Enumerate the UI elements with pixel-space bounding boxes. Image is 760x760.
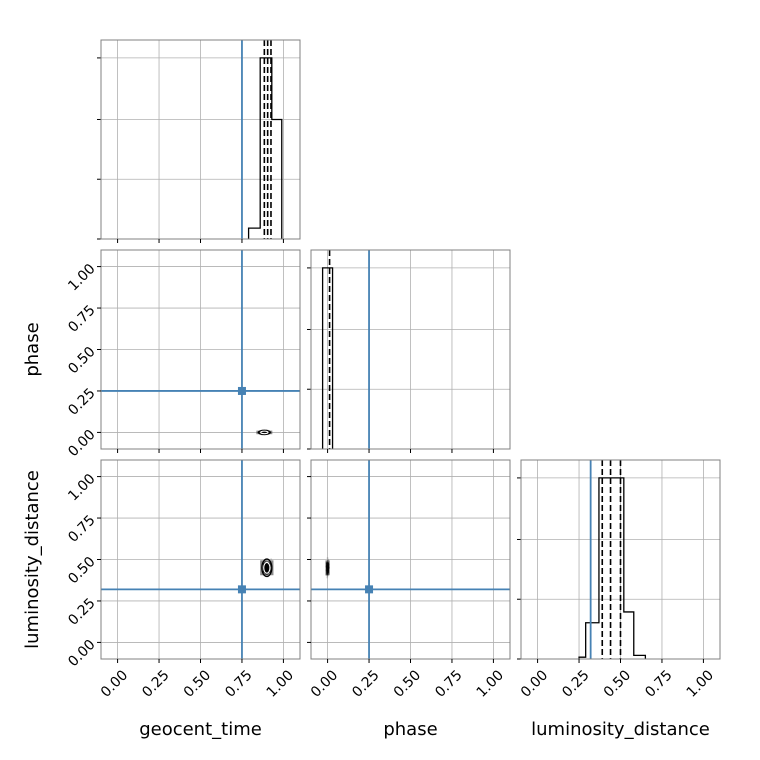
ytick-label: 0.75 [65,512,98,545]
ytick-label: 0.75 [65,302,98,335]
sample-point [326,572,329,576]
sample-point [326,573,330,576]
sample-point [325,573,329,576]
xtick-label: 0.75 [222,667,255,700]
xtick-label: 0.75 [642,667,675,700]
xtick-label: 0.25 [139,667,172,700]
panel-luminosity_distance-phase: 0.00 0.25 0.50 0.75 1.00 phase [307,459,511,740]
xtick-label: 1.00 [474,667,507,700]
sample-point [326,557,329,560]
panel-content [521,460,720,659]
sample-point [326,572,329,575]
panel-content [101,250,300,449]
truth-marker [237,585,246,594]
sample-point [326,573,329,576]
xtick-label: 1.00 [684,667,717,700]
sample-point [270,558,273,561]
sample-point [325,572,328,575]
ytick-label: 0.50 [65,344,98,377]
sample-point [327,558,330,561]
ytick-label: 0.00 [65,427,98,460]
sample-point [326,572,329,575]
ytick-label: 0.25 [65,595,98,628]
panel-content [101,40,300,239]
sample-point [264,573,267,576]
density-block-inner [263,562,271,573]
panel-geocent_time-geocent_time [97,39,301,243]
sample-point [327,560,330,563]
sample-point [326,572,329,575]
contour-outer [261,558,273,578]
panel-luminosity_distance-geocent_time: 0.00 0.25 0.50 0.75 1.00geocent_time0.000.25… [22,459,301,740]
ytick-label: 0.50 [65,554,98,587]
sample-point [326,576,329,579]
density-block-inner [326,562,329,573]
sample-point [326,560,329,563]
xtick-label: 0.50 [391,667,424,700]
ytick-label: 0.25 [65,385,98,418]
sample-point [326,561,329,564]
sample-point [326,574,329,577]
xtick-label: 0.00 [518,667,551,700]
sample-point [326,573,329,576]
xtick-label: 0.50 [601,667,634,700]
ytick-label: 0.00 [65,637,98,670]
xtick-label: 0.50 [181,667,214,700]
panel-luminosity_distance-luminosity_distance: 0.00 0.25 0.50 0.75 1.00 luminosity_distance [517,459,721,740]
sample-point [326,572,329,575]
y-axis-label: phase [22,322,43,376]
truth-marker [365,585,374,594]
xtick-label: 0.00 [98,667,131,700]
histogram-geocent_time [247,57,283,239]
sample-point [325,573,328,577]
ytick-label: 1.00 [65,471,98,504]
panel-content [311,460,510,659]
panel-phase-geocent_time: 0.00 0.25 0.50 0.75 1.00 phase [22,249,301,460]
x-axis-label: phase [383,719,437,740]
xtick-label: 0.25 [349,667,382,700]
xtick-label: 0.00 [308,667,341,700]
y-axis-label: luminosity_distance [22,470,43,649]
panel-content [311,250,510,449]
truth-marker [237,386,246,395]
sample-point [327,572,330,575]
density-block-inner [259,431,269,434]
x-axis-label: geocent_time [139,719,262,740]
contour-inner [263,561,271,574]
xtick-label: 0.75 [432,667,465,700]
x-axis-label: luminosity_distance [531,719,710,740]
contour-inner [260,430,269,435]
panel-phase-phase [307,249,511,453]
ytick-label: 1.00 [65,261,98,294]
contour-outer [257,429,271,436]
sample-point [326,559,330,562]
histogram-luminosity_distance [578,477,647,659]
sample-point [266,573,269,576]
panel-content [101,460,300,659]
sample-point [326,574,329,577]
histogram-phase [321,267,334,449]
xtick-label: 0.25 [559,667,592,700]
xtick-label: 1.00 [264,667,297,700]
